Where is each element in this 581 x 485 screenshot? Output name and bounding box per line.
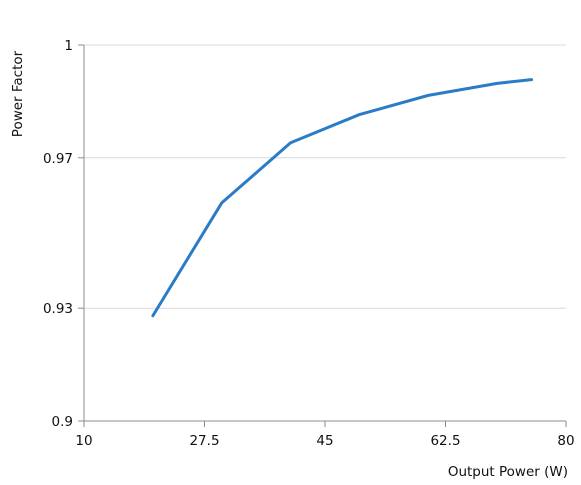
y-tick-label: 0.93 — [43, 301, 73, 317]
x-axis-title: Output Power (W) — [448, 464, 568, 480]
x-tick-label: 45 — [316, 433, 333, 449]
grid-lines — [84, 44, 566, 309]
series-line-0 — [151, 78, 534, 318]
x-tick-label: 10 — [75, 433, 92, 449]
x-tick-label: 62.5 — [430, 433, 460, 449]
y-tick-label: 0.97 — [43, 151, 73, 167]
y-axis-title: Power Factor — [10, 50, 26, 137]
y-tick-label: 0.9 — [52, 414, 73, 430]
tick-labels: 0.9 0.93 0.97 1 10 27.5 45 62.5 80 — [43, 38, 575, 449]
y-tick-label: 1 — [64, 38, 73, 54]
x-tick-label: 27.5 — [189, 433, 219, 449]
series-layer — [151, 78, 534, 318]
axes — [78, 44, 567, 427]
x-tick-label: 80 — [557, 433, 574, 449]
